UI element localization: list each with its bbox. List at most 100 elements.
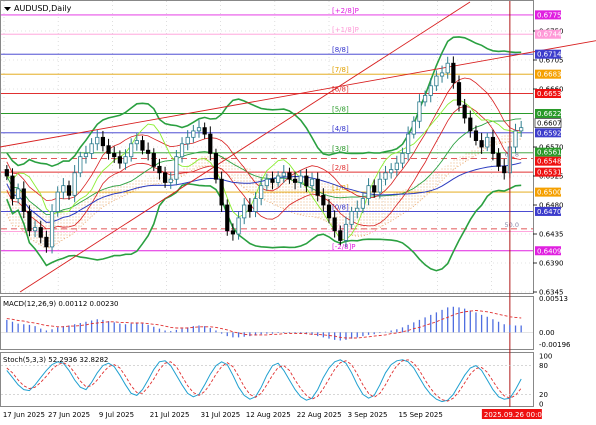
candle-body bbox=[106, 145, 111, 154]
candle-body bbox=[225, 204, 230, 232]
price-tick-label: 0.6705 bbox=[539, 57, 564, 65]
murrey-label: [1/8] bbox=[332, 184, 349, 192]
candle-body bbox=[502, 165, 507, 174]
murrey-label: [4/8] bbox=[332, 125, 349, 133]
time-axis: 17 Jun 2025 27 Jun 2025 9 Jul 2025 21 Jul 2… bbox=[3, 409, 546, 419]
candle-body bbox=[377, 178, 382, 193]
murrey-math-lines: [+2/8]P [+1/8]P [8/8] [7/8] [6/8] [5/8] [4/8] [… bbox=[1, 7, 533, 252]
candle-body bbox=[49, 211, 55, 248]
current-time-label: 2025.09.26 00:00 bbox=[484, 411, 546, 419]
price-flag-label: 0.6653 bbox=[537, 90, 562, 98]
candle-body bbox=[355, 207, 360, 212]
time-tick-label: 12 Aug 2025 bbox=[246, 411, 291, 419]
candle-body bbox=[349, 211, 354, 225]
candle-body bbox=[389, 169, 394, 174]
ichimoku-fill bbox=[6, 128, 522, 249]
price-flag bbox=[535, 147, 561, 157]
time-tick-label: 22 Aug 2025 bbox=[297, 411, 342, 419]
candle-body bbox=[326, 204, 332, 219]
murrey-label: [-1/8] bbox=[332, 223, 352, 231]
murrey-label: [+2/8]P bbox=[332, 7, 359, 15]
candle-body bbox=[439, 72, 445, 77]
macd-pane-frame bbox=[0, 296, 534, 350]
murrey-label: [2/8] bbox=[332, 164, 349, 172]
ichimoku-span bbox=[6, 138, 522, 250]
candle-body bbox=[479, 140, 484, 148]
candle-body bbox=[16, 188, 21, 199]
candle-body bbox=[428, 85, 433, 96]
price-flag bbox=[535, 89, 561, 99]
candle-body bbox=[151, 153, 156, 167]
candle-body bbox=[100, 136, 106, 147]
candle-body bbox=[462, 104, 467, 119]
candle-body bbox=[343, 223, 349, 241]
trendline-rising bbox=[19, 1, 471, 293]
time-tick-label: 3 Sep 2025 bbox=[348, 411, 388, 419]
time-tick-label: 9 Jul 2025 bbox=[99, 411, 134, 419]
time-tick-label: 15 Sep 2025 bbox=[398, 411, 442, 419]
candle-body bbox=[72, 172, 77, 196]
stoch-main-line bbox=[6, 359, 522, 403]
price-flag bbox=[535, 246, 561, 256]
chart-title: AUDUSD,Daily bbox=[14, 4, 72, 13]
macd-axis-zero: 0.00 bbox=[539, 329, 555, 337]
murrey-label: [3/8] bbox=[332, 145, 349, 153]
price-tick-label: 0.6390 bbox=[539, 260, 564, 268]
price-tick-label: 0.6570 bbox=[539, 144, 564, 152]
price-flag bbox=[535, 29, 561, 39]
price-flag bbox=[535, 128, 561, 138]
price-flag bbox=[535, 156, 561, 166]
candle-body bbox=[117, 156, 122, 164]
candle-body bbox=[456, 82, 462, 106]
candle-body bbox=[230, 230, 236, 235]
candle-body bbox=[66, 185, 72, 196]
candle-body bbox=[304, 175, 309, 187]
trendline-upper bbox=[0, 40, 596, 148]
candle-body bbox=[519, 127, 524, 132]
price-tick-label: 0.6435 bbox=[539, 231, 564, 239]
candle-body bbox=[134, 140, 139, 145]
candle-body bbox=[4, 169, 9, 177]
stoch-axis-label: 100 bbox=[539, 353, 552, 361]
candle-body bbox=[411, 120, 416, 135]
candle-body bbox=[219, 178, 224, 206]
candle-body bbox=[38, 227, 43, 238]
candle-body bbox=[434, 75, 439, 87]
murrey-label: [5/8] bbox=[332, 105, 349, 113]
macd-axis-top: 0.00513 bbox=[539, 295, 568, 303]
candle-body bbox=[208, 133, 213, 154]
price-flag-label: 0.6561 bbox=[537, 149, 562, 157]
price-flag-label: 0.6607 bbox=[537, 120, 562, 128]
macd-signal-line bbox=[6, 310, 522, 339]
trend-blue-line bbox=[6, 162, 522, 223]
price-flag-label: 0.6775 bbox=[537, 11, 562, 19]
candle-body bbox=[338, 230, 343, 241]
candle-body bbox=[332, 217, 337, 232]
triangle-down-icon[interactable] bbox=[4, 7, 11, 11]
candle-body bbox=[157, 165, 162, 174]
candle-body bbox=[292, 178, 298, 183]
price-flag-label: 0.6683 bbox=[537, 71, 562, 79]
price-flag-label: 0.6744 bbox=[537, 31, 562, 39]
candle-body bbox=[270, 178, 275, 183]
candle-body bbox=[44, 236, 49, 248]
price-flag bbox=[535, 108, 561, 118]
stoch-label: Stoch(5,3,3) 52.2936 32.8282 bbox=[3, 356, 108, 364]
murrey-label: [7/8] bbox=[332, 66, 349, 74]
candle-body bbox=[191, 130, 196, 138]
candle-body bbox=[146, 149, 151, 154]
candle-body bbox=[242, 204, 247, 219]
lime-line bbox=[6, 99, 522, 241]
price-flag-label: 0.6714 bbox=[537, 51, 562, 59]
candle-body bbox=[129, 143, 134, 158]
candle-body bbox=[123, 156, 128, 164]
candle-body bbox=[112, 153, 117, 158]
envelope-upper bbox=[6, 77, 522, 201]
candle-body bbox=[485, 136, 490, 148]
candle-body bbox=[496, 153, 501, 167]
candle-body bbox=[95, 136, 100, 145]
candle-body bbox=[417, 101, 422, 122]
price-flag-label: 0.6548 bbox=[537, 158, 562, 166]
